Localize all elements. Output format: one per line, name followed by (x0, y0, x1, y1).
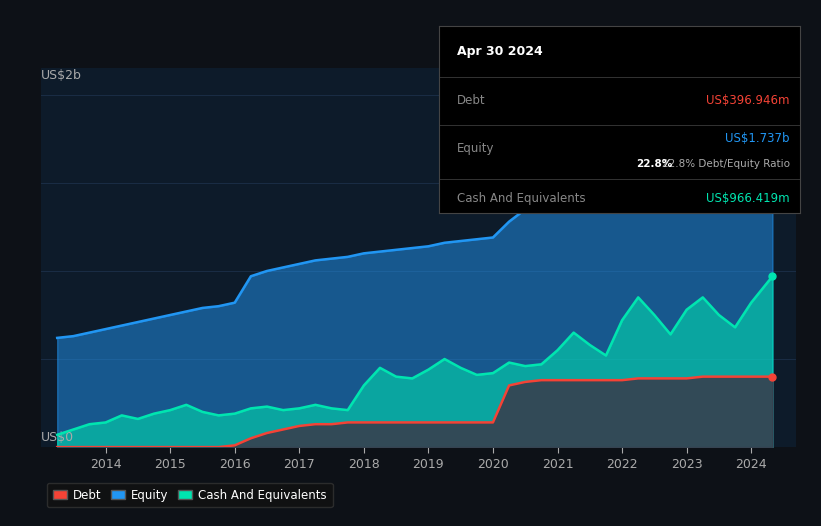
Text: US$1.737b: US$1.737b (725, 132, 790, 145)
Text: US$0: US$0 (41, 431, 74, 444)
Text: Cash And Equivalents: Cash And Equivalents (457, 191, 586, 205)
Text: 22.8%: 22.8% (636, 159, 672, 169)
Text: 22.8% Debt/Equity Ratio: 22.8% Debt/Equity Ratio (662, 159, 790, 169)
Text: 22.8%: 22.8% (0, 525, 1, 526)
Text: US$2b: US$2b (41, 69, 82, 83)
Legend: Debt, Equity, Cash And Equivalents: Debt, Equity, Cash And Equivalents (47, 483, 333, 508)
Text: Debt: Debt (457, 95, 486, 107)
Text: Equity: Equity (457, 142, 495, 155)
Text: US$966.419m: US$966.419m (706, 191, 790, 205)
Text: Debt/Equity Ratio: Debt/Equity Ratio (0, 525, 1, 526)
Text: US$396.946m: US$396.946m (706, 95, 790, 107)
Text: Apr 30 2024: Apr 30 2024 (457, 45, 543, 58)
